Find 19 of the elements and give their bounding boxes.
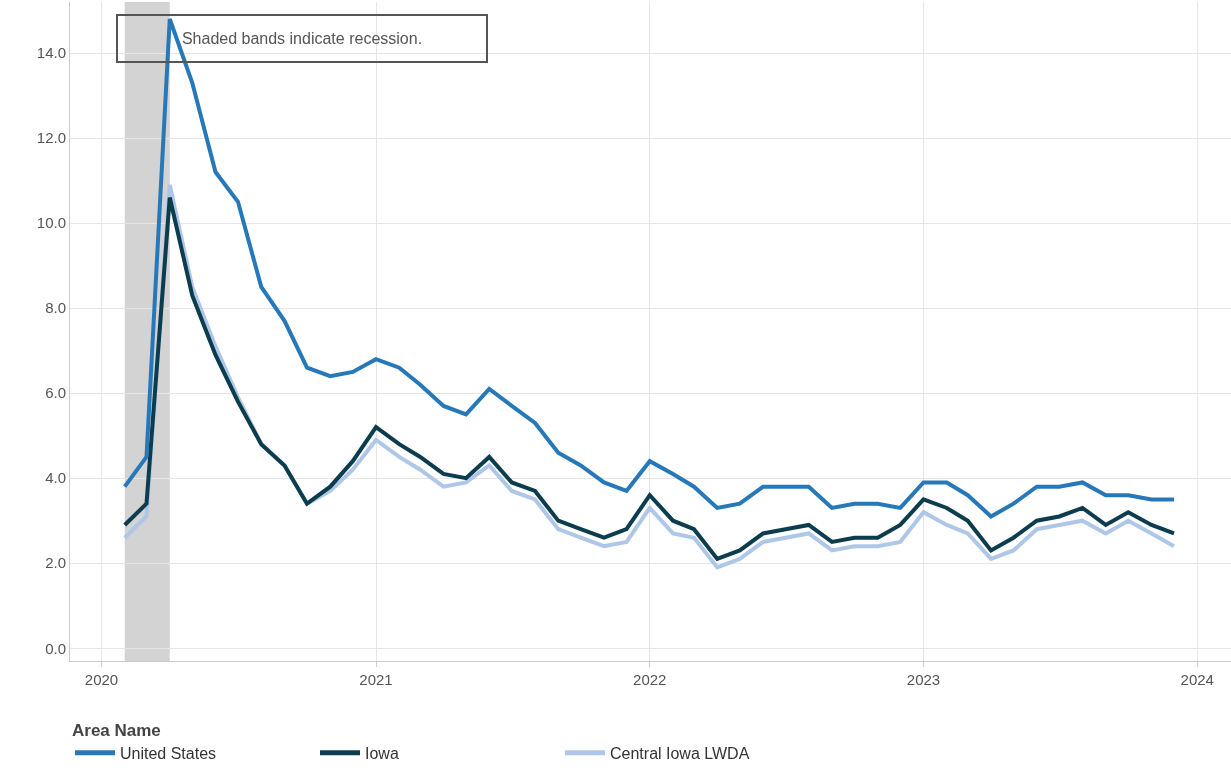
- y-tick-label: 6.0: [45, 384, 66, 402]
- legend-label: United States: [120, 744, 217, 762]
- y-tick-label: 12.0: [36, 129, 66, 147]
- y-tick-label: 8.0: [45, 299, 66, 317]
- legend-title: Area Name: [72, 720, 161, 740]
- annotation: Shaded bands indicate recession.: [181, 30, 423, 47]
- x-tick-label: 2023: [906, 671, 941, 688]
- y-tick-label: 0.0: [45, 639, 66, 657]
- legend-label: Iowa: [365, 744, 399, 762]
- x-tick-label: 2024: [1180, 671, 1214, 688]
- y-tick-label: 2.0: [45, 554, 66, 572]
- x-tick-label: 2020: [84, 671, 119, 688]
- y-tick-label: 4.0: [45, 469, 66, 487]
- y-tick-label: 14.0: [36, 44, 66, 62]
- y-tick-label: 10.0: [36, 214, 66, 232]
- x-tick-label: 2021: [359, 671, 393, 688]
- legend-label: Central Iowa LWDA: [610, 744, 750, 762]
- x-tick-label: 2022: [633, 671, 667, 688]
- line-series: [122, 17, 1176, 519]
